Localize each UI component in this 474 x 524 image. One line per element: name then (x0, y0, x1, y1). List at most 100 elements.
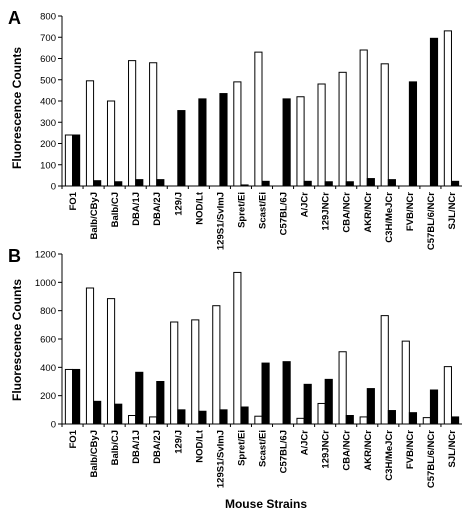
panel-a-black-bar (156, 179, 165, 187)
panel-a-white-bar (128, 60, 137, 187)
panel-a-y-tick-label: 500 (40, 75, 56, 86)
panel-b-x-tick-label: Balb/CJ (110, 430, 121, 465)
panel-b-x-tick-label: AKR/NCr (363, 430, 374, 471)
panel-b-x-tick-label: NOD/Lt (194, 429, 205, 463)
panel-a-x-tick-label: Balb/CByJ (89, 192, 100, 240)
panel-a-x-tick-label: C57BL/6J (279, 192, 290, 235)
panel-a-x-tick-label: A/JCr (300, 192, 311, 218)
panel-b-chart: 0 200 400 600 800 1000 1200 FO1 Balb/CByJ Balb/CJ… (35, 250, 462, 488)
panel-a-black-bar (240, 184, 249, 187)
panel-b-white-bar (380, 315, 389, 425)
panel-a-black-bar (72, 134, 81, 187)
panel-b-x-tick-label: SJL/NCr (447, 430, 458, 468)
panel-b-white-bar (359, 416, 368, 425)
panel-b-black-bar (135, 371, 144, 425)
panel-b-y-tick-label: 1200 (35, 250, 56, 261)
panel-b-y-tick-label: 0 (51, 420, 56, 431)
panel-b-x-tick-label: CBA/NCr (342, 430, 353, 471)
panel-a-white-bar (317, 83, 326, 187)
panel-b-x-tick-label: FO1 (68, 429, 79, 448)
panel-b-x-tick-label: 129/J (173, 430, 184, 454)
panel-b-white-bar (233, 271, 242, 425)
panel-a-white-bar (443, 30, 452, 187)
panel-a-y-tick-label: 600 (40, 54, 56, 65)
panel-a-white-bar (64, 134, 74, 187)
panel-b-y-axis-label: Fluorescence Counts (10, 279, 24, 401)
panel-a-x-tick-label: CBA/NCr (342, 192, 353, 233)
panel-a-black-bar (177, 110, 186, 187)
panel-a-x-tick-label: FO1 (68, 191, 79, 210)
panel-b-black-bar (114, 403, 123, 425)
panel-b-white-bar (254, 415, 263, 425)
panel-b-white-bar (317, 402, 326, 425)
panel-a-white-bar (359, 49, 368, 187)
panel-a-x-tick-label: 129/J (173, 192, 184, 216)
panel-b-white-bar (85, 287, 95, 425)
panel-a-black-bar (429, 37, 439, 187)
panel-b-white-bar (170, 321, 179, 425)
panel-b-x-tick-label: A/JCr (300, 430, 311, 456)
panel-b-black-bar (366, 388, 375, 425)
panel-a-white-bar (338, 71, 347, 187)
panel-b-x-tick-label: Scast/Ei (258, 430, 269, 467)
panel-a-black-bar (114, 181, 123, 187)
panel-a-x-tick-label: SJL/NCr (447, 192, 458, 230)
panel-a-white-bar (106, 100, 116, 187)
panel-b-black-bar (345, 415, 354, 425)
panel-b-x-tick-label: FVB/NCr (405, 430, 416, 469)
panel-b-black-bar (72, 368, 81, 425)
panel-a-x-tick-label: 129S1/SvImJ (215, 192, 226, 250)
panel-a-white-bar (149, 62, 158, 187)
panel-a-white-bar (296, 96, 305, 187)
panel-b-y-tick-label: 1000 (35, 278, 56, 289)
panel-a-white-bar (85, 80, 95, 187)
panel-a-white-bar (233, 81, 242, 187)
panel-b-x-tick-label: 129S1/SvImJ (215, 430, 226, 488)
panel-b-black-bar (282, 361, 291, 425)
panel-a-black-bar (282, 98, 291, 187)
panel-b-black-bar (324, 378, 333, 425)
panel-b-white-bar (401, 340, 410, 425)
panel-b-white-bar (64, 368, 74, 425)
panel-a-x-tick-label: AKR/NCr (363, 192, 374, 233)
panel-a-y-tick-label: 200 (40, 139, 56, 150)
panel-a-black-bar (387, 179, 396, 187)
panel-b-white-bar (149, 416, 158, 425)
panel-a-black-bar (198, 98, 207, 187)
panel-a-black-bar (261, 180, 270, 187)
panel-b-black-bar (387, 410, 396, 425)
panel-b-x-tick-label: C3H/MeJCr (384, 430, 395, 481)
panel-b-x-tick-label: Spret/Ei (236, 430, 247, 466)
panel-a-x-tick-label: Balb/CJ (110, 192, 121, 227)
panel-a-y-tick-label: 800 (40, 12, 56, 23)
panel-b-white-bar (191, 319, 200, 425)
panel-a-x-tick-label: DBA/2J (152, 192, 163, 226)
panel-b-white-bar (212, 305, 221, 425)
panel-b-black-bar (177, 409, 186, 425)
panel-a-x-tick-label: NOD/Lt (194, 191, 205, 225)
panel-a-x-tick-label: FVB/NCr (405, 192, 416, 231)
panel-b-x-tick-label: C57BL/6J (279, 430, 290, 473)
panel-b-white-bar (106, 298, 116, 425)
panel-b-y-tick-label: 800 (40, 306, 56, 317)
panel-b-y-tick-label: 600 (40, 335, 56, 346)
panel-b-black-bar (303, 383, 312, 425)
panel-b-white-bar (422, 417, 431, 425)
panel-b-black-bar (408, 412, 418, 425)
panel-b-black-bar (450, 416, 460, 425)
panel-a-black-bar (345, 181, 354, 187)
panel-a-y-axis-label: Fluorescence Counts (10, 47, 24, 169)
panel-a-x-tick-label: DBA/1J (131, 192, 142, 226)
panel-b-x-tick-label: Balb/CByJ (89, 430, 100, 478)
panel-a-y-tick-label: 300 (40, 118, 56, 129)
panel-b-white-bar (443, 366, 452, 425)
panel-a-black-bar (450, 180, 460, 187)
panel-a-chart: 0 100 200 300 400 500 600 700 800 FO1 Balb/CByJ Bal… (40, 12, 462, 250)
panel-b-black-bar (219, 409, 228, 425)
panel-a-y-tick-label: 0 (51, 182, 56, 193)
panel-a-y-tick-label: 400 (40, 97, 56, 108)
panel-b-y-tick-label: 400 (40, 363, 56, 374)
panel-a-x-tick-label: 129JNCr (321, 192, 332, 231)
panel-b-black-bar (429, 389, 439, 425)
